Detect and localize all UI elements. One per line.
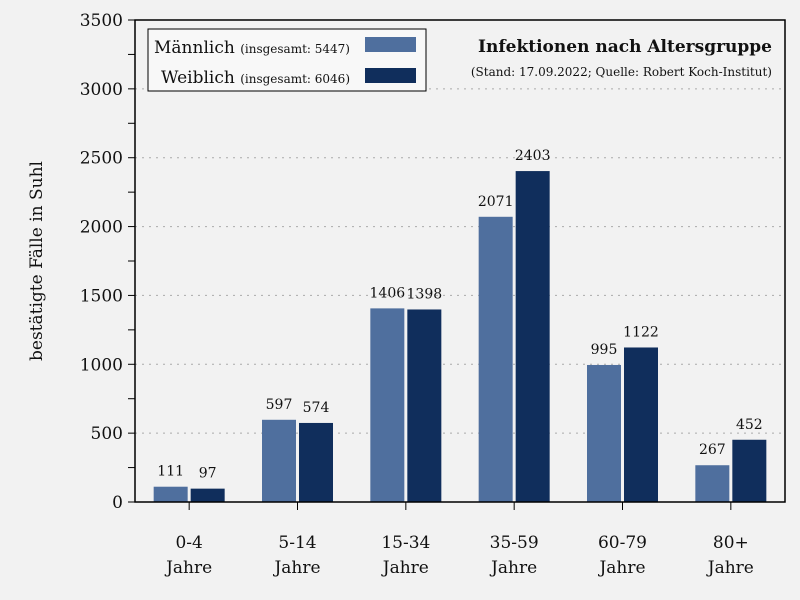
bar-weiblich [299,422,333,502]
x-tick-label: 60-79 [598,533,647,553]
legend: Männlich (insgesamt: 5447) Weiblich (ins… [147,28,427,92]
y-tick-label: 3500 [80,11,123,31]
bar-weiblich [407,309,442,502]
data-label: 1406 [370,285,406,301]
bar-weiblich [732,439,767,502]
y-tick-label: 0 [112,493,123,513]
x-tick-label: 80+ [713,533,749,553]
legend-female-swatch [365,68,416,83]
y-tick-label: 500 [91,424,123,444]
bar-männlich [695,465,730,502]
legend-male-swatch [365,37,416,52]
bar-männlich [262,419,296,502]
y-axis-label: bestätigte Fälle in Suhl [27,161,47,361]
bars: 111 97 597 574 1406 1398 2071 2403 995 1122 267 452 [153,148,767,503]
y-tick-label: 3000 [80,80,123,100]
svg-text:Männlich (insgesamt: 5447): Männlich (insgesamt: 5447) [154,38,350,58]
x-tick-label: Jahre [272,558,320,578]
bar-weiblich [624,347,658,502]
data-label: 597 [266,397,293,413]
svg-text:Weiblich (insgesamt: 6046): Weiblich (insgesamt: 6046) [161,68,350,88]
bar-männlich [370,308,405,502]
legend-female-note: (insgesamt: 6046) [240,72,350,86]
data-label: 111 [157,464,184,480]
legend-male-label: Männlich [154,38,235,58]
chart-title: Infektionen nach Altersgruppe [478,37,772,57]
x-tick-label: 15-34 [381,533,430,553]
x-tick-label: 35-59 [490,533,539,553]
y-tick-label: 2500 [80,149,123,169]
bar-männlich [478,216,513,503]
axes: 0 500 1000 1500 2000 2500 3000 3500 0-4 Jahre 5-14… [80,11,786,578]
chart-subtitle: (Stand: 17.09.2022; Quelle: Robert Koch-… [471,65,772,79]
data-label: 97 [199,466,217,482]
data-label: 267 [699,442,726,458]
x-tick-label: 0-4 [175,533,202,553]
y-tick-label: 1000 [80,355,123,375]
x-tick-label: 5-14 [278,533,316,553]
y-tick-label: 2000 [80,218,123,238]
x-tick-label: Jahre [381,558,429,578]
data-label: 995 [591,342,618,358]
bar-weiblich [515,171,550,502]
x-tick-label: Jahre [489,558,537,578]
bar-männlich [587,364,621,502]
x-tick-label: Jahre [706,558,754,578]
y-tick-label: 1500 [80,286,123,306]
data-label: 1122 [623,324,659,340]
data-label: 574 [303,400,330,416]
plot-frame [134,19,786,503]
x-tick-label: Jahre [164,558,212,578]
bar-weiblich [190,488,225,502]
data-label: 1398 [407,286,443,302]
data-label: 2403 [515,148,551,164]
data-label: 452 [736,417,763,433]
bar-männlich [153,486,188,502]
legend-male-note: (insgesamt: 5447) [240,42,350,56]
legend-female-label: Weiblich [161,68,235,88]
x-tick-label: Jahre [597,558,645,578]
data-label: 2071 [478,194,514,210]
